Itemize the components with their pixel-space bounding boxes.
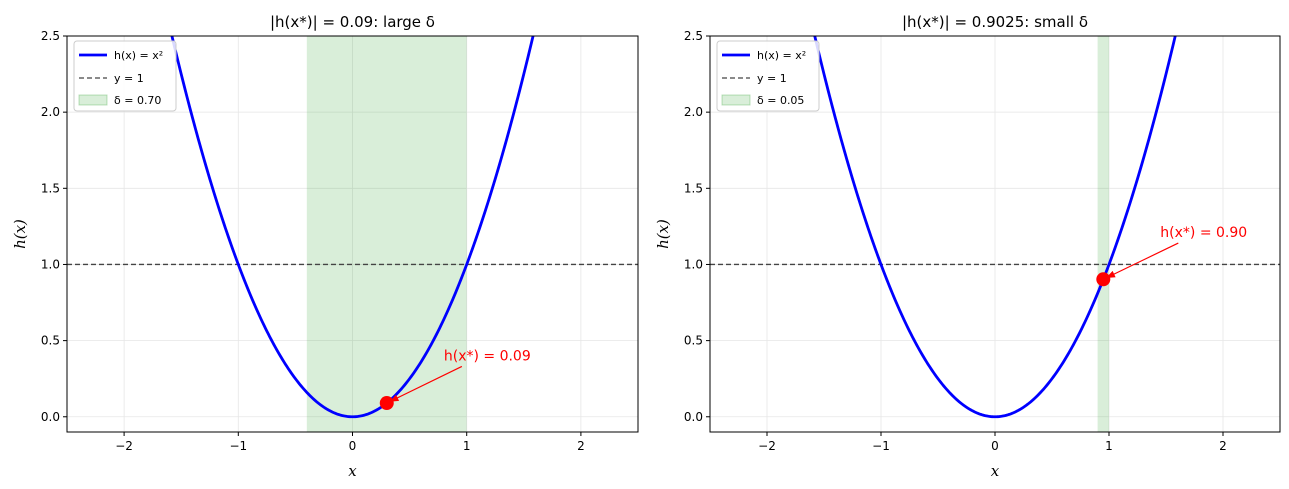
chart-title: |h(x*)| = 0.9025: small δ [902,13,1088,31]
y-tick-label: 0.5 [684,334,703,348]
y-tick-label: 2.0 [684,105,703,119]
annotation-arrow [389,365,463,403]
y-tick-label: 1.0 [41,257,60,271]
legend-box [73,40,177,112]
highlight-point [1096,272,1111,287]
chart-title: |h(x*)| = 0.09: large δ [270,13,435,31]
x-axis-label: x [348,462,357,480]
x-tick-label: −1 [229,439,247,453]
legend-label: δ = 0.70 [114,94,161,107]
y-tick-label: 0.5 [41,334,60,348]
annotation-label: h(x*) = 0.90 [1160,225,1247,241]
x-tick-label: 1 [1105,439,1113,453]
plot-area [710,36,1280,432]
legend-box [716,40,820,112]
x-tick-label: −1 [872,439,890,453]
x-tick-label: 1 [463,439,471,453]
x-axis-label: x [991,462,1000,480]
legend-label: y = 1 [114,72,144,85]
legend-label: h(x) = x² [757,49,806,62]
legend: h(x) = x² y = 1 δ = 0.70 [73,40,177,112]
curve-h-x-squared [170,36,535,419]
delta-band [1097,36,1109,432]
legend-label: h(x) = x² [114,49,163,62]
x-tick-label: −2 [758,439,776,453]
y-axis-label: h(x) [11,219,29,249]
legend-label: y = 1 [757,72,787,85]
delta-band [306,36,467,432]
y-tick-label: 1.5 [684,181,703,195]
chart-panel-1: h(x*) = 0.09 −2 −1 0 1 2 0.0 0.5 1.0 1.5 2.0 2.5 x h(… [11,13,639,480]
annotation-arrow [1105,242,1179,279]
legend: h(x) = x² y = 1 δ = 0.05 [716,40,820,112]
x-tick-label: 2 [577,439,585,453]
legend-label: δ = 0.05 [757,94,804,107]
x-tick-label: 2 [1219,439,1227,453]
y-tick-label: 2.5 [41,29,60,43]
highlight-point [379,396,394,411]
annotation-label: h(x*) = 0.09 [444,348,531,364]
x-tick-label: 0 [991,439,999,453]
y-tick-label: 1.5 [41,181,60,195]
legend-swatch-band [721,94,751,106]
y-tick-label: 1.0 [684,257,703,271]
plot-area [67,36,638,432]
y-tick-label: 2.5 [684,29,703,43]
y-tick-label: 0.0 [41,410,60,424]
curve-h-x-squared [813,36,1177,419]
y-axis-label: h(x) [654,219,672,249]
legend-swatch-band [78,94,108,106]
y-tick-label: 2.0 [41,105,60,119]
y-tick-label: 0.0 [684,410,703,424]
x-tick-label: 0 [349,439,357,453]
chart-panel-2: h(x*) = 0.90 −2 −1 0 1 2 0.0 0.5 1.0 1.5 2.0 2.5 x h(… [654,13,1281,480]
x-tick-label: −2 [115,439,133,453]
